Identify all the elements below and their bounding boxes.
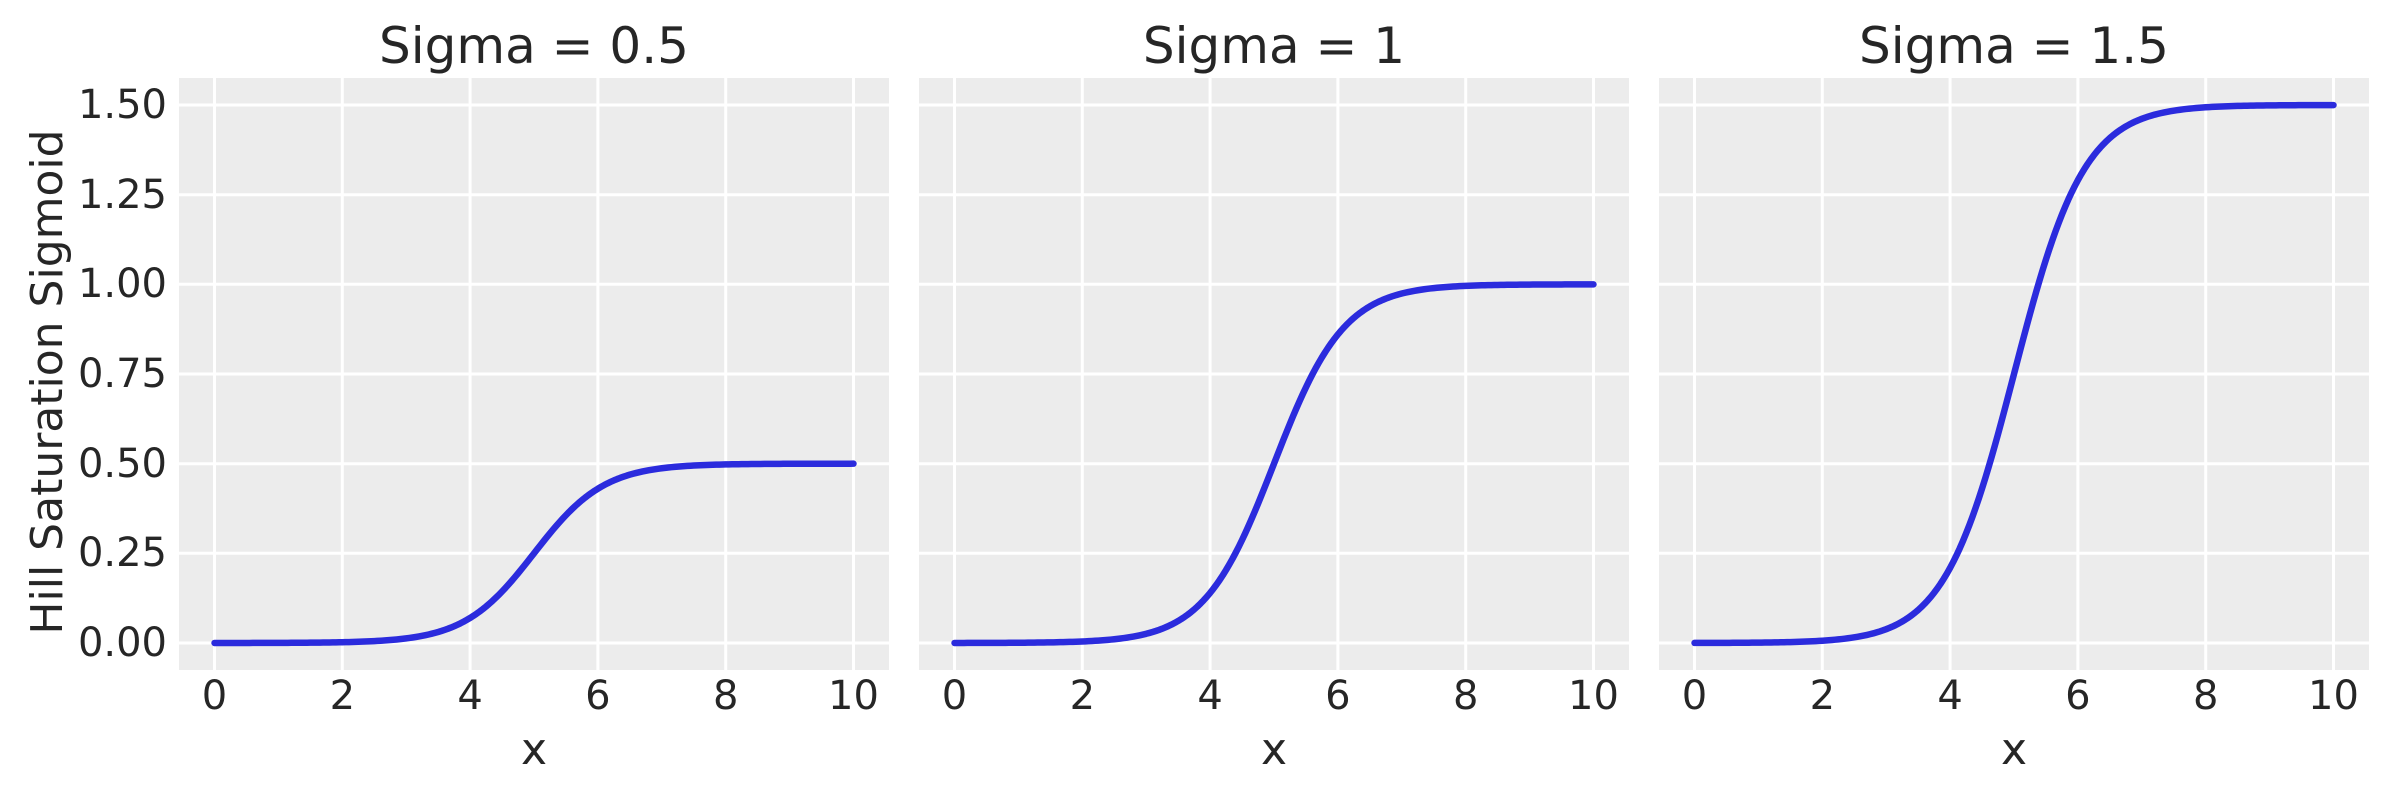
y-tick-label: 1.00 <box>77 261 167 308</box>
gridlines <box>919 78 1629 670</box>
x-tick-label: 0 <box>1681 673 1708 719</box>
subplot-title: Sigma = 1.5 <box>1859 17 2169 75</box>
x-tick-label: 0 <box>201 673 228 719</box>
x-tick-label: 4 <box>1937 673 1963 719</box>
plot-area <box>1659 78 2369 670</box>
x-tick-label: 6 <box>1325 673 1351 719</box>
curve-line <box>211 460 857 647</box>
x-tick-label: 10 <box>1568 673 1619 719</box>
x-tick-label: 4 <box>457 673 483 719</box>
curve-line <box>951 281 1597 647</box>
y-tick-label: 1.25 <box>77 171 167 218</box>
x-axis-label: x <box>520 724 548 775</box>
gridlines <box>179 78 889 670</box>
x-tick-label: 8 <box>2192 673 2219 719</box>
curve-line <box>1691 101 2337 647</box>
plot-area <box>919 78 1629 670</box>
x-tick-label: 10 <box>2308 673 2359 719</box>
subplot-sigma-1.5: Sigma = 1.5 0 2 4 6 8 10 x <box>1659 0 2369 800</box>
x-axis-label: x <box>2000 724 2028 775</box>
y-tick-label: 0.50 <box>77 440 167 487</box>
x-tick-label: 8 <box>712 673 739 719</box>
x-tick-label: 6 <box>2065 673 2091 719</box>
x-tick-row: 0 2 4 6 8 10 <box>919 672 1629 720</box>
y-tick-label: 1.50 <box>77 82 167 128</box>
y-tick-label: 0.25 <box>77 530 167 577</box>
x-axis-label: x <box>1260 724 1288 775</box>
x-tick-label: 2 <box>329 673 356 719</box>
x-tick-label: 0 <box>941 673 968 719</box>
subplot-sigma-1: Sigma = 1 0 2 4 6 8 10 x <box>919 0 1629 800</box>
x-tick-row: 0 2 4 6 8 10 <box>179 672 889 720</box>
y-tick-label: 0.00 <box>77 620 167 666</box>
x-tick-label: 8 <box>1452 673 1479 719</box>
y-tick-label: 0.75 <box>77 351 167 397</box>
x-tick-label: 2 <box>1069 673 1096 719</box>
plot-canvas <box>179 78 889 670</box>
x-tick-label: 10 <box>828 673 879 719</box>
x-tick-label: 2 <box>1809 673 1836 719</box>
x-tick-label: 6 <box>585 673 611 719</box>
subplot-title: Sigma = 1 <box>1142 17 1406 75</box>
plot-canvas <box>919 78 1629 670</box>
x-tick-label: 4 <box>1197 673 1223 719</box>
x-tick-row: 0 2 4 6 8 10 <box>1659 672 2369 720</box>
plot-area <box>179 78 889 670</box>
subplot-title: Sigma = 0.5 <box>379 17 689 75</box>
subplot-sigma-0.5: Sigma = 0.5 0 2 4 6 8 10 x <box>179 0 889 800</box>
plot-canvas <box>1659 78 2369 670</box>
